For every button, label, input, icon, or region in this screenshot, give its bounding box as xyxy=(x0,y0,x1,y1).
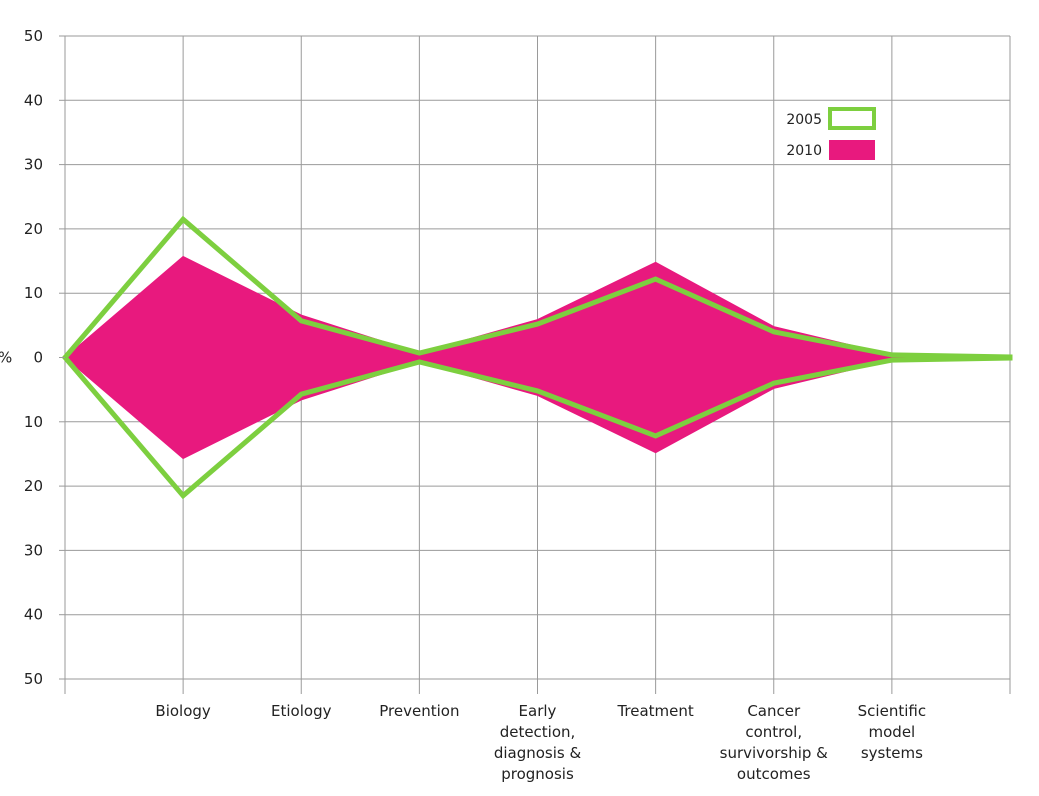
y-tick-label: 30 xyxy=(24,541,43,559)
y-tick-label: 30 xyxy=(24,156,43,174)
x-category-label: Biology xyxy=(155,702,211,720)
y-tick-label: 0 xyxy=(33,349,43,367)
series-2005-outline xyxy=(61,215,1013,500)
y-tick-label: 50 xyxy=(24,27,43,45)
x-category-label: Prevention xyxy=(379,702,459,720)
x-category-label: Treatment xyxy=(616,702,693,720)
legend-swatch-2005 xyxy=(828,107,876,130)
y-tick-label: 20 xyxy=(24,220,43,238)
y-tick-label: 20 xyxy=(24,477,43,495)
legend-swatch-2010 xyxy=(829,140,875,160)
y-tick-label: 40 xyxy=(24,606,43,624)
legend-label-2005: 2005 xyxy=(786,112,822,128)
x-category-label: Cancer control, survivorship & outcomes xyxy=(720,702,829,783)
y-axis-label: % xyxy=(0,349,12,367)
axes: % 504030201001020304050BiologyEtiologyPr… xyxy=(0,27,1011,783)
y-tick-label: 10 xyxy=(24,284,43,302)
y-tick-label: 40 xyxy=(24,91,43,109)
x-category-label: Etiology xyxy=(271,702,332,720)
y-tick-label: 50 xyxy=(24,670,43,688)
x-category-label: Early detection, diagnosis & prognosis xyxy=(494,702,582,783)
x-category-label: Scientific model systems xyxy=(858,702,926,762)
series-layer xyxy=(61,215,1013,500)
y-tick-label: 10 xyxy=(24,413,43,431)
legend: 2005 2010 xyxy=(786,107,876,160)
legend-label-2010: 2010 xyxy=(786,143,822,159)
